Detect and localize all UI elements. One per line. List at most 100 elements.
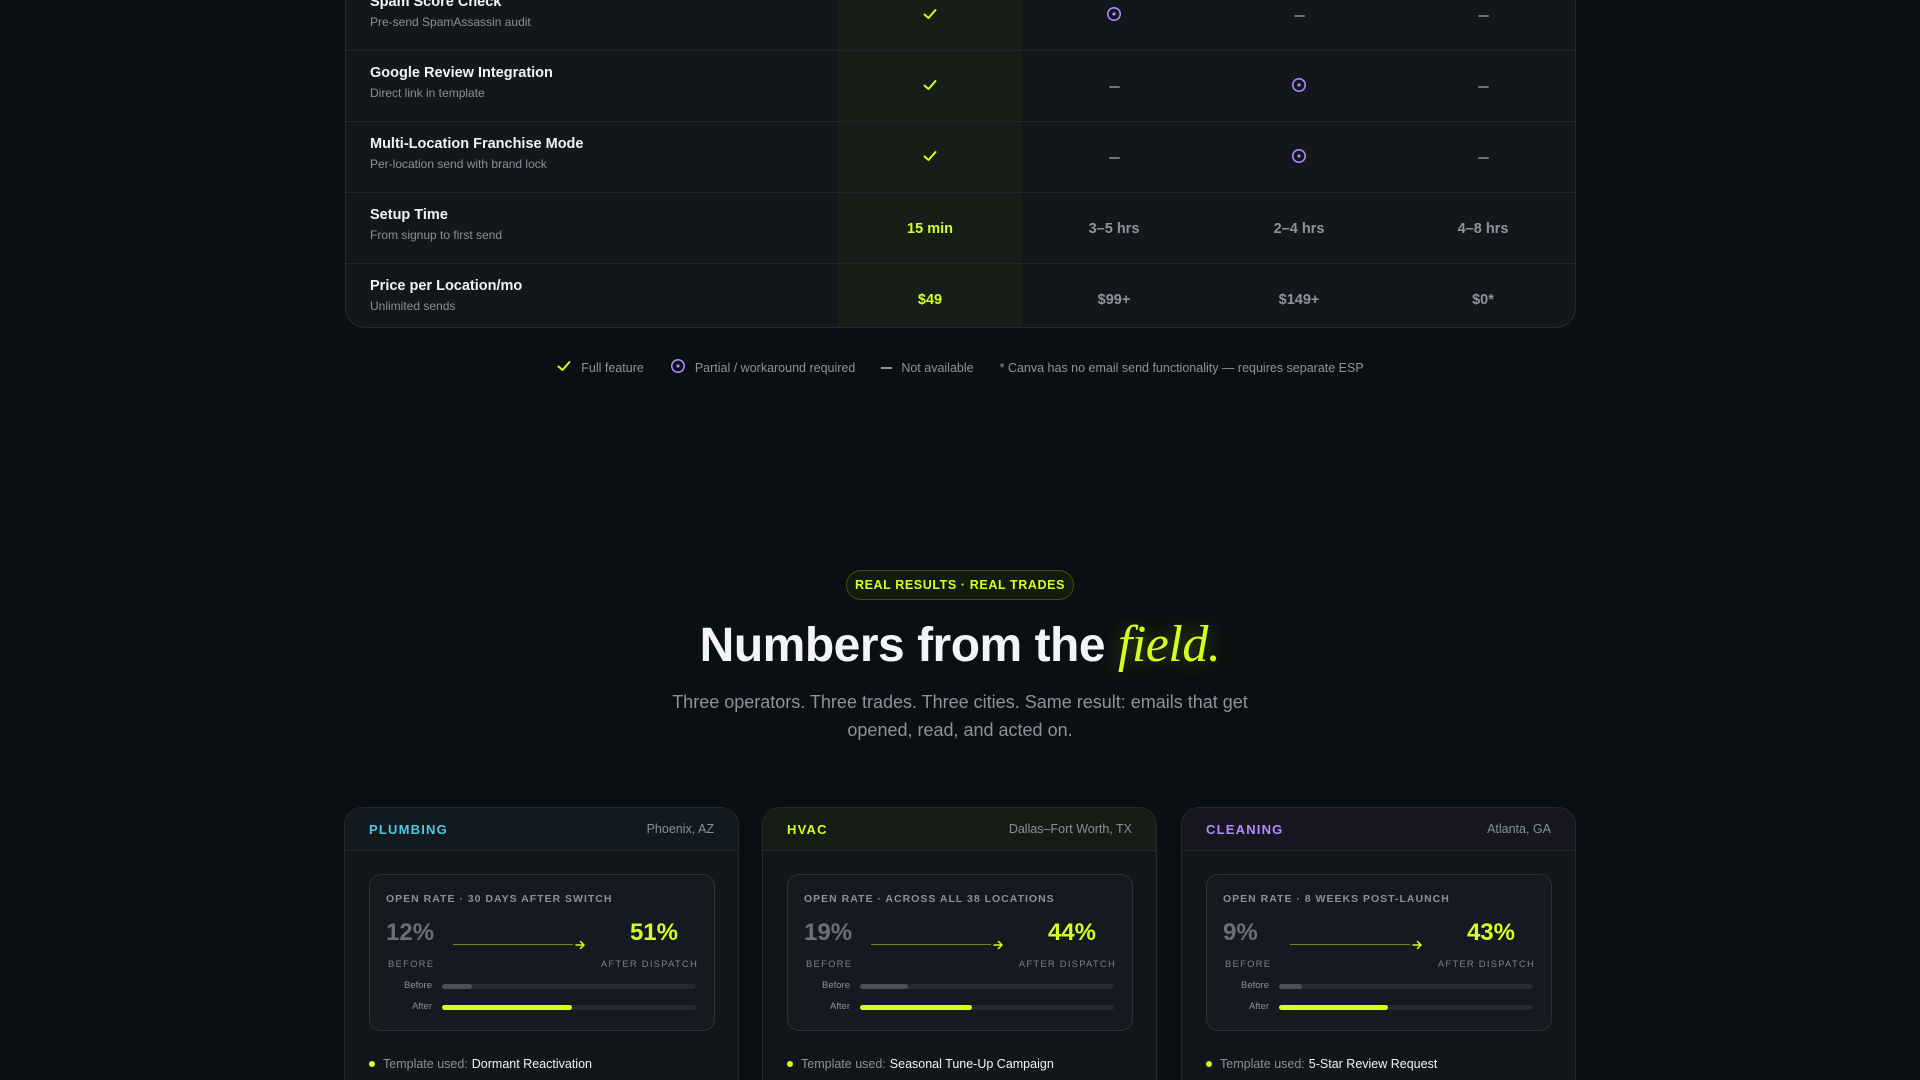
partial-icon [1291, 77, 1307, 97]
feature-title: Google Review Integration [370, 65, 553, 81]
arrow-line [1290, 944, 1410, 945]
template-prefix: Template used: [801, 1057, 886, 1071]
dash-icon [1108, 85, 1120, 88]
legend-note: * Canva has no email send functionality … [1000, 361, 1364, 375]
highlighted-column [838, 0, 1022, 327]
template-name: Seasonal Tune-Up Campaign [889, 1057, 1054, 1071]
result-card: HVAC Dallas–Fort Worth, TX OPEN RATE · A… [762, 807, 1157, 1080]
section-subhead: Three operators. Three trades. Three cit… [672, 692, 1248, 740]
feature-subtitle: Direct link in template [370, 86, 485, 100]
feature-title: Setup Time [370, 207, 448, 223]
bullet-dot [1206, 1061, 1212, 1067]
legend-note-text: * Canva has no email send functionality … [999, 360, 1364, 375]
table-row: Setup Time From signup to first send 15 … [346, 193, 1575, 264]
bar-after-track [442, 1005, 696, 1010]
cell-dash [1391, 51, 1575, 122]
bar-after-fill [442, 1005, 572, 1010]
cell-check [838, 0, 1022, 51]
before-value: 19% [804, 919, 853, 946]
before-value: 9% [1223, 919, 1258, 946]
bullet-dot [787, 1061, 793, 1067]
bar-after-fill [1279, 1005, 1389, 1010]
cell-dash [1022, 122, 1206, 193]
cell-value: 15 min [907, 220, 953, 237]
bar-before-label: Before [822, 980, 850, 991]
template-prefix: Template used: [1220, 1057, 1305, 1071]
arrow-right-icon [992, 938, 1004, 950]
after-value: 43% [1466, 919, 1515, 946]
feature-subtitle: From signup to first send [370, 228, 503, 242]
stat-label: OPEN RATE · ACROSS ALL 38 LOCATIONS [804, 893, 1055, 905]
dash-icon [1477, 85, 1489, 88]
check-icon [922, 77, 938, 97]
legend-full-label: Full feature [581, 360, 644, 375]
table-row: Google Review Integration Direct link in… [346, 51, 1575, 122]
feature-subtitle: Pre-send SpamAssassin audit [370, 15, 531, 29]
feature-title: Multi-Location Franchise Mode [370, 136, 584, 152]
after-caption: AFTER DISPATCH [1018, 959, 1116, 970]
cell-value: $99+ [1097, 291, 1131, 308]
check-icon [556, 358, 572, 377]
result-card: CLEANING Atlanta, GA OPEN RATE · 8 WEEKS… [1181, 807, 1576, 1080]
cell-partial [1207, 122, 1391, 193]
bar-after-track [1279, 1005, 1533, 1010]
bar-before-track [442, 984, 696, 989]
cell-value: $49 [917, 291, 943, 308]
check-icon [922, 6, 938, 26]
legend-partial-label: Partial / workaround required [694, 360, 856, 375]
card-header: PLUMBING Phoenix, AZ [345, 808, 738, 851]
cell-check [838, 51, 1022, 122]
bar-after-label: After [1248, 1001, 1269, 1012]
card-header: HVAC Dallas–Fort Worth, TX [763, 808, 1156, 851]
after-caption: AFTER DISPATCH [600, 959, 698, 970]
bar-after-label: After [829, 1001, 850, 1012]
feature-subtitle: Unlimited sends [370, 299, 456, 313]
template-line: Template used: 5-Star Review Request [1206, 1057, 1437, 1071]
stat-box: OPEN RATE · 8 WEEKS POST-LAUNCH 9% 43% B… [1206, 874, 1552, 1031]
bar-before-label: Before [1241, 980, 1269, 991]
cell-value: $149+ [1278, 291, 1320, 308]
template-name: 5-Star Review Request [1308, 1057, 1438, 1071]
table-row: Price per Location/mo Unlimited sends $4… [346, 264, 1575, 327]
dash-icon [881, 366, 893, 369]
card-header: CLEANING Atlanta, GA [1182, 808, 1575, 851]
cell-value: 4–8 hrs [1457, 220, 1509, 237]
city-label: Atlanta, GA [1487, 822, 1551, 836]
legend-partial: Partial / workaround required [670, 358, 856, 377]
arrow-line [453, 944, 573, 945]
dash-icon [1108, 156, 1120, 159]
template-line: Template used: Seasonal Tune-Up Campaign [787, 1057, 1054, 1071]
feature-subtitle: Per-location send with brand lock [370, 157, 547, 171]
bar-before-fill [1279, 984, 1302, 989]
trade-label: PLUMBING [369, 821, 448, 837]
arrow-right-icon [1411, 938, 1423, 950]
headline-accent: field. [1117, 616, 1221, 673]
template-line: Template used: Dormant Reactivation [369, 1057, 592, 1071]
before-value: 12% [386, 919, 435, 946]
before-caption: BEFORE [806, 959, 853, 970]
stat-label: OPEN RATE · 30 DAYS AFTER SWITCH [386, 893, 613, 905]
template-name: Dormant Reactivation [471, 1057, 592, 1071]
cell-partial [1022, 0, 1206, 51]
dash-icon [1293, 14, 1305, 17]
cell-value: 3–5 hrs [1088, 220, 1140, 237]
comparison-table: Spam Score Check Pre-send SpamAssassin a… [345, 0, 1576, 328]
cell-dash [1207, 0, 1391, 51]
feature-title: Price per Location/mo [370, 278, 523, 294]
stat-box: OPEN RATE · 30 DAYS AFTER SWITCH 12% 51%… [369, 874, 715, 1031]
trade-label: HVAC [787, 821, 828, 837]
bar-before-label: Before [404, 980, 432, 991]
cell-dash [1391, 0, 1575, 51]
before-caption: BEFORE [388, 959, 435, 970]
template-prefix: Template used: [383, 1057, 468, 1071]
before-caption: BEFORE [1225, 959, 1272, 970]
stat-label: OPEN RATE · 8 WEEKS POST-LAUNCH [1223, 893, 1450, 905]
bar-before-fill [860, 984, 909, 989]
dash-icon [1477, 156, 1489, 159]
after-value: 44% [1047, 919, 1096, 946]
cell-dash [1391, 122, 1575, 193]
table-legend: Full feature Partial / workaround requir… [0, 358, 1920, 377]
cell-dash [1022, 51, 1206, 122]
cell-check [838, 122, 1022, 193]
cell-value: $0* [1472, 291, 1494, 308]
